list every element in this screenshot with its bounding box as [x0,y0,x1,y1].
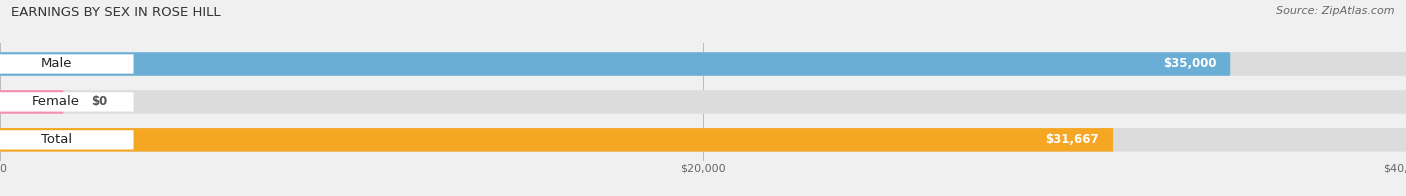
FancyBboxPatch shape [0,52,1406,76]
FancyBboxPatch shape [0,130,134,150]
FancyBboxPatch shape [0,54,134,74]
FancyBboxPatch shape [0,128,1406,152]
FancyBboxPatch shape [0,90,1406,114]
Text: EARNINGS BY SEX IN ROSE HILL: EARNINGS BY SEX IN ROSE HILL [11,6,221,19]
Text: Total: Total [41,133,72,146]
FancyBboxPatch shape [0,128,1114,152]
Text: $31,667: $31,667 [1046,133,1099,146]
Text: $0: $0 [91,95,108,108]
FancyBboxPatch shape [0,52,1230,76]
Text: Source: ZipAtlas.com: Source: ZipAtlas.com [1277,6,1395,16]
FancyBboxPatch shape [0,92,134,112]
Text: Female: Female [32,95,80,108]
FancyBboxPatch shape [0,90,63,114]
Text: Male: Male [41,57,72,71]
Text: $35,000: $35,000 [1163,57,1216,71]
